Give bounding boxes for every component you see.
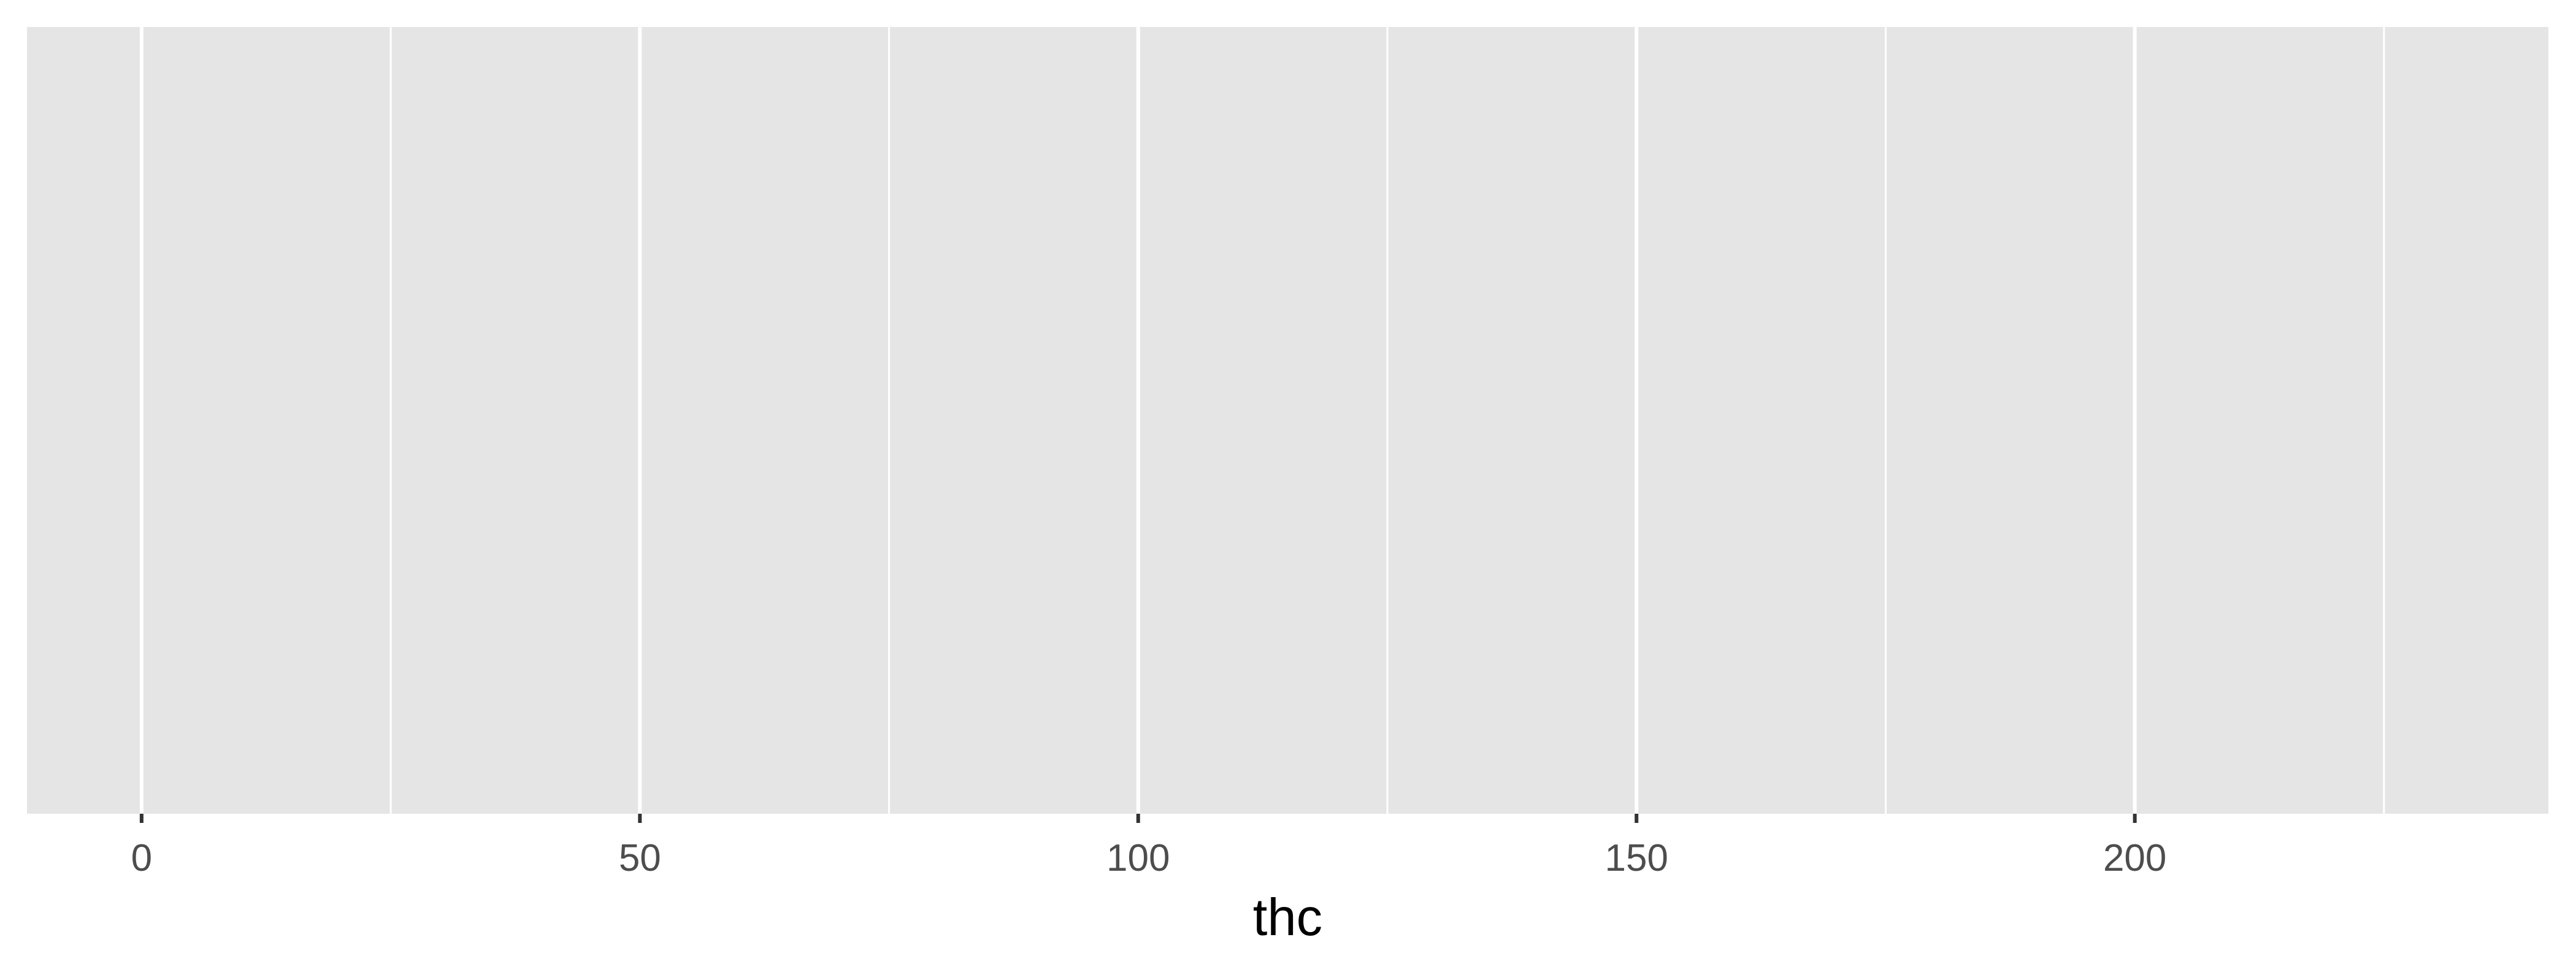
plot-panel: [27, 27, 2548, 814]
minor-grid-lines: [389, 27, 2385, 814]
x-tick-label: 150: [1604, 837, 1668, 879]
x-tick-label: 200: [2103, 837, 2166, 879]
x-tick-label: 100: [1106, 837, 1170, 879]
x-tick-label: 0: [131, 837, 152, 879]
x-axis-tick-labels: 0 50 100 150 200: [131, 837, 2167, 879]
x-axis-ticks: [139, 814, 2137, 823]
x-axis-title: thc: [1253, 889, 1322, 947]
x-tick-label: 50: [619, 837, 661, 879]
major-grid-lines: [139, 27, 2137, 814]
